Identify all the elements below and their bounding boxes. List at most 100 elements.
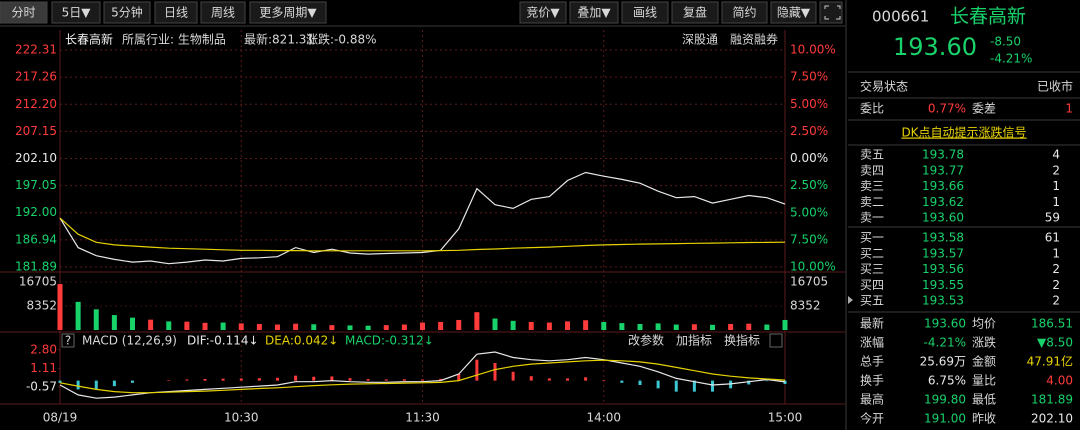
macd-bar (203, 378, 207, 381)
macd-bar (112, 380, 116, 387)
help-label[interactable]: ? (65, 334, 71, 348)
book-volume: 61 (1045, 231, 1060, 245)
toolbar-button[interactable] (154, 1, 198, 24)
toolbar-button[interactable] (103, 1, 151, 24)
help-button[interactable] (61, 333, 75, 348)
volume-bar (347, 325, 353, 330)
macd-bar (330, 376, 334, 381)
volume-bar (130, 317, 135, 330)
volume-bar (293, 323, 299, 330)
latest-index: 最新:821.31 (244, 32, 314, 47)
volume-bar (456, 319, 462, 330)
volume-bar (691, 324, 697, 330)
macd-bar (185, 379, 189, 381)
stat-value: 6.75% (928, 374, 966, 388)
toolbar-label[interactable]: 5分钟 (111, 5, 143, 20)
price-line (59, 171, 786, 265)
tag[interactable]: 深股通 (682, 33, 718, 47)
toolbar-button[interactable] (721, 1, 768, 24)
order-ratio-value: 1 (1065, 102, 1073, 116)
volume-bar (492, 318, 498, 330)
collapse-arrow[interactable] (848, 296, 853, 304)
toolbar-button[interactable] (569, 1, 619, 24)
toolbar-label[interactable]: 复盘 (683, 5, 707, 20)
indicator-value: MACD:-0.312↓ (345, 334, 434, 348)
x-tick-label: 11:30 (405, 411, 440, 425)
stat-label: 涨跌 (972, 335, 996, 350)
stat-value: 47.91亿 (1027, 354, 1073, 369)
toolbar-button[interactable] (249, 1, 327, 24)
order-ratio-value: 0.77% (928, 102, 966, 116)
y2-tick-label: 5.00% (790, 97, 828, 111)
book-volume: 1 (1052, 246, 1060, 260)
industry: 所属行业: 生物制品 (122, 33, 226, 47)
indicator-button[interactable]: 改参数 (628, 333, 664, 348)
toolbar-label[interactable]: 日线 (164, 6, 188, 20)
index-change: 涨跌:-0.88% (306, 32, 377, 47)
macd-bar (312, 376, 316, 381)
book-price: 193.53 (922, 294, 964, 308)
y-tick-label: 8352 (26, 299, 57, 313)
book-label: 买五 (860, 294, 884, 308)
macd-bar (94, 380, 98, 390)
volume-bar (673, 324, 679, 330)
y-tick-label: 181.89 (15, 260, 57, 274)
toolbar-label[interactable]: 周线 (211, 6, 235, 20)
toolbar-button[interactable] (519, 1, 567, 24)
stat-label: 今开 (860, 411, 884, 426)
y2-tick-label: 2.50% (790, 178, 828, 192)
toolbar-button[interactable] (770, 1, 817, 24)
book-price: 193.62 (922, 195, 964, 209)
book-label: 卖二 (860, 195, 884, 209)
book-volume: 1 (1052, 195, 1060, 209)
volume-bar (619, 323, 625, 330)
y2-tick-label: 10.00% (790, 43, 836, 57)
toolbar-label[interactable]: 简约 (732, 5, 756, 20)
macd-bar (638, 380, 642, 386)
stat-label: 换手 (860, 374, 884, 388)
y2-tick-label: 7.50% (790, 232, 828, 246)
volume-bar (420, 322, 425, 330)
toolbar-label[interactable]: 竞价▼ (526, 6, 560, 20)
stat-label: 金额 (972, 354, 996, 369)
toolbar-label[interactable]: 分时 (11, 6, 35, 20)
volume-bar (148, 319, 154, 330)
indicator-button-frame[interactable] (769, 333, 783, 348)
y-tick-label: 192.00 (15, 205, 57, 219)
book-volume: 2 (1052, 294, 1060, 308)
fullscreen-icon[interactable] (819, 1, 843, 24)
y-tick-label: 8352 (790, 299, 821, 313)
stat-value: 193.60 (924, 317, 966, 331)
toolbar-label[interactable]: 更多周期▼ (259, 6, 317, 20)
volume-bar (782, 319, 788, 330)
y-tick-label: 16705 (790, 275, 828, 289)
book-label: 卖五 (860, 148, 884, 162)
toolbar-button[interactable] (621, 1, 669, 24)
indicator-button[interactable]: 加指标 (676, 333, 712, 348)
tag[interactable]: 融资融券 (730, 32, 778, 47)
signal-link[interactable]: DK点自动提示涨跌信号 (901, 125, 1026, 140)
toolbar-button[interactable] (0, 1, 48, 24)
toolbar-label[interactable]: 叠加▼ (577, 6, 611, 20)
toolbar-label[interactable]: 隐藏▼ (777, 6, 811, 20)
toolbar-label[interactable]: 5日▼ (62, 6, 92, 20)
toolbar-label[interactable]: 画线 (633, 6, 657, 20)
macd-bar (366, 379, 370, 381)
y-tick-label: 1.11 (30, 361, 57, 375)
stat-label: 总手 (860, 355, 884, 369)
macd-line (59, 359, 786, 394)
indicator-button[interactable]: 换指标 (724, 333, 760, 348)
book-volume: 2 (1052, 262, 1060, 276)
book-label: 买四 (860, 278, 884, 292)
volume-bar (220, 322, 226, 330)
y-tick-label: 222.31 (15, 43, 57, 57)
macd-bar (402, 379, 406, 381)
macd-bar (276, 377, 279, 381)
price-change: -8.50 (990, 35, 1021, 49)
stat-label: 最新 (860, 316, 884, 331)
y-tick-label: 16705 (19, 275, 57, 289)
toolbar-button[interactable] (671, 1, 719, 24)
toolbar-button[interactable] (200, 1, 246, 24)
toolbar-button[interactable] (51, 1, 101, 24)
volume-bar (401, 324, 407, 330)
